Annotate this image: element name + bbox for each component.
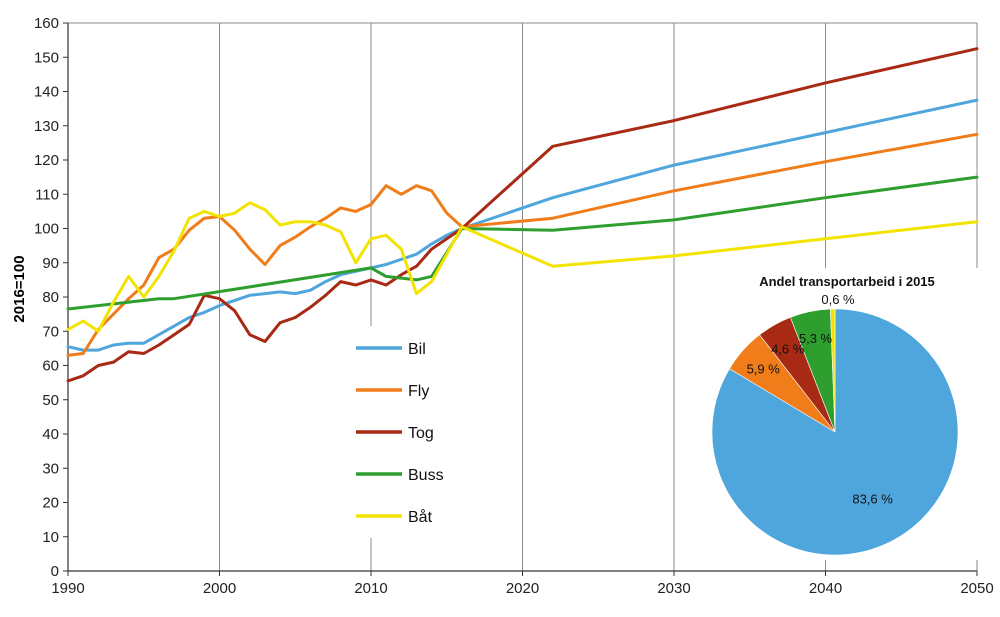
y-tick-label: 140 [34, 84, 59, 101]
pie-data-label: 83,6 % [852, 491, 893, 506]
series-line-fly [66, 132, 979, 357]
y-tick-label: 100 [34, 221, 59, 238]
legend-label: Båt [408, 508, 433, 526]
pie-slice-bil [711, 308, 959, 556]
pie-slice-båt [830, 308, 836, 433]
legend-label: Fly [408, 383, 429, 400]
y-tick-label: 120 [34, 152, 59, 169]
y-tick-label: 110 [35, 186, 59, 203]
pie-data-label: 0,6 % [821, 292, 855, 307]
legend-layer: Bil Fly Tog Buss Båt [346, 326, 464, 538]
y-tick-label: 60 [42, 358, 59, 375]
x-tick-label: 2020 [506, 580, 539, 597]
legend-label: Buss [408, 467, 444, 484]
y-tick-label: 70 [42, 323, 59, 340]
series-line-båt [66, 201, 979, 333]
y-tick-label: 50 [42, 392, 59, 409]
pie-layer: 83,6 % 5,9 % 4,6 %5,3 % 0,6 % [707, 268, 979, 560]
y-tick-label: 90 [42, 255, 59, 272]
y-tick-label: 0 [51, 563, 59, 580]
y-tick-label: 30 [42, 460, 59, 477]
pie-data-label: 5,9 % [747, 361, 781, 376]
y-axis-label: 2016=100 [11, 255, 28, 322]
x-tick-label: 2010 [354, 580, 387, 597]
pie-data-label: 4,6 % [771, 342, 805, 357]
x-tick-label: 2030 [657, 580, 690, 597]
x-tick-label: 2050 [960, 580, 993, 597]
y-tick-label: 160 [34, 15, 59, 32]
series-line-tog [66, 47, 979, 383]
pie-data-label: 5,3 % [799, 331, 833, 346]
y-tick-label: 80 [42, 289, 59, 306]
y-tick-label: 40 [42, 426, 59, 443]
x-tick-label: 2000 [203, 580, 236, 597]
x-tick-label: 2040 [809, 580, 842, 597]
series-line-bil [66, 98, 979, 352]
legend-label: Bil [408, 341, 426, 358]
legend-label: Tog [408, 425, 434, 442]
series-line-buss [66, 175, 979, 311]
series-layer [66, 47, 979, 383]
y-tick-label: 10 [42, 529, 59, 546]
y-tick-label: 150 [34, 49, 59, 66]
y-tick-label: 130 [34, 118, 59, 135]
y-tick-label: 20 [42, 495, 59, 512]
axis-layer: 0102030405060708090100110120130140150160… [34, 15, 994, 597]
x-tick-label: 1990 [51, 580, 84, 597]
pie-title: Andel transportarbeid i 2015 [759, 274, 935, 289]
